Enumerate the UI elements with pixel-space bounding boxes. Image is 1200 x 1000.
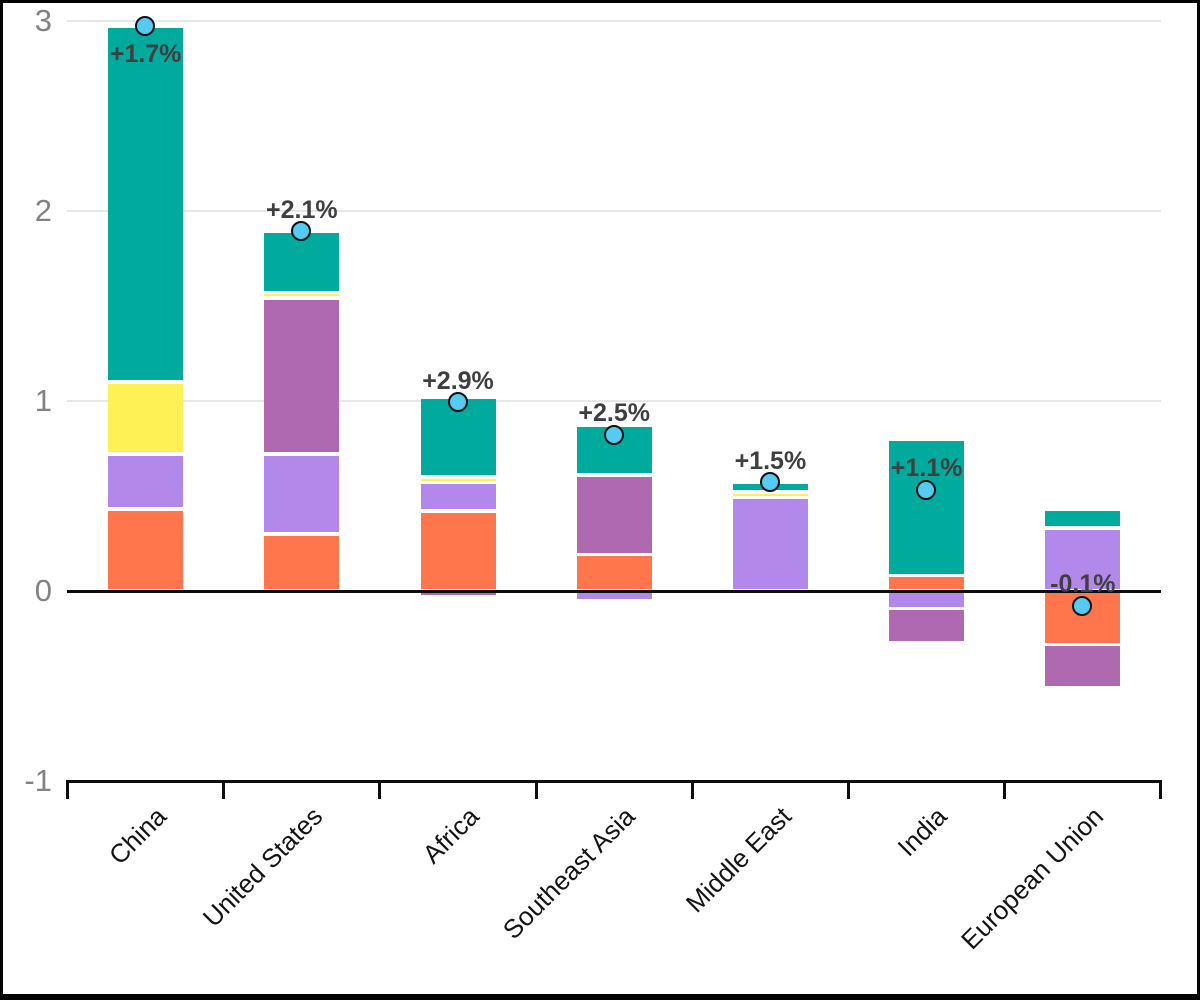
y-tick-label: 0 [34, 573, 52, 608]
x-axis-tick [1003, 781, 1007, 799]
chart-bottom-border [0, 994, 1200, 1000]
zero-baseline [67, 589, 1161, 593]
net-change-label-china: +1.7% [109, 39, 182, 68]
x-category-label-africa: Africa [415, 801, 485, 870]
net-marker-southeast-asia [603, 424, 624, 445]
bar-segment-china-teal [108, 28, 184, 380]
net-change-label-africa: +2.9% [422, 366, 494, 395]
net-marker-united-states [291, 221, 312, 242]
net-marker-china [135, 16, 156, 37]
bar-segment-southeast-asia-magenta [576, 476, 652, 553]
bar-segment-southeast-asia-lavender [576, 593, 652, 599]
net-change-label-middle-east: +1.5% [734, 446, 807, 475]
net-change-label-united-states: +2.1% [266, 195, 338, 224]
bar-segment-africa-yellow [420, 478, 496, 481]
x-axis-tick [690, 781, 694, 799]
x-axis-tick [534, 781, 538, 799]
x-category-label-middle-east: Middle East [679, 801, 797, 919]
bar-segment-india-orange [889, 577, 965, 589]
gridline-y-2 [67, 210, 1161, 212]
bar-segment-india-teal [889, 440, 965, 574]
gridline-y-3 [67, 20, 1161, 22]
bar-segment-africa-orange [420, 512, 496, 589]
bar-segment-india-lavender [889, 593, 965, 607]
bar-segment-united-states-teal [264, 233, 340, 291]
x-axis-tick [378, 781, 382, 799]
x-axis-tick [66, 781, 69, 799]
net-change-label-european-union: -0.1% [1050, 570, 1116, 599]
net-marker-africa [447, 392, 468, 413]
x-category-label-united-states: United States [196, 801, 329, 933]
x-axis-tick [847, 781, 850, 799]
y-tick-label: 1 [34, 383, 52, 418]
bar-segment-china-yellow [108, 383, 184, 453]
bar-segment-china-orange [108, 510, 184, 589]
bar-segment-united-states-yellow [264, 294, 340, 297]
net-marker-india [916, 479, 937, 500]
net-marker-european-union [1072, 595, 1093, 616]
bar-segment-africa-magenta [420, 593, 496, 596]
bar-segment-united-states-orange [264, 535, 340, 589]
y-tick-label: 3 [34, 3, 52, 38]
net-marker-middle-east [759, 472, 780, 493]
bar-segment-european-union-lavender [1045, 529, 1121, 589]
x-category-label-china: China [102, 801, 172, 871]
x-axis-line [66, 780, 1162, 783]
x-category-label-european-union: European Union [954, 801, 1110, 956]
bar-segment-middle-east-yellow [732, 493, 808, 496]
bar-segment-united-states-magenta [264, 299, 340, 453]
net-change-label-india: +1.1% [890, 454, 963, 483]
bar-segment-european-union-magenta [1045, 646, 1121, 687]
y-tick-label: -1 [24, 763, 52, 798]
gridline-y-1 [67, 400, 1161, 402]
bar-segment-middle-east-lavender [732, 499, 808, 589]
bar-segment-china-lavender [108, 455, 184, 508]
bar-segment-united-states-lavender [264, 455, 340, 532]
bar-segment-africa-lavender [420, 484, 496, 510]
bar-segment-india-magenta [889, 610, 965, 641]
y-tick-label: 2 [34, 193, 52, 228]
x-category-label-southeast-asia: Southeast Asia [496, 801, 641, 945]
bar-segment-southeast-asia-orange [576, 556, 652, 589]
x-axis-tick [222, 781, 226, 799]
x-category-label-india: India [891, 801, 953, 863]
x-axis-tick [1159, 781, 1163, 799]
bar-segment-european-union-teal [1045, 510, 1121, 527]
net-change-label-southeast-asia: +2.5% [578, 399, 650, 428]
